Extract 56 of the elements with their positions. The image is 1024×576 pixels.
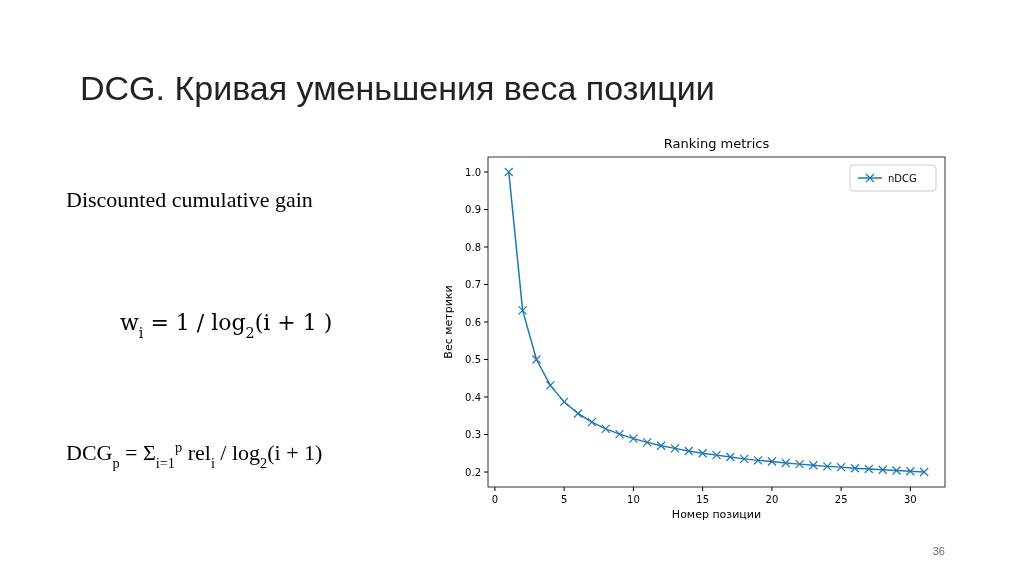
point [919,467,929,477]
point [670,443,680,453]
y-tick-label: 0.4 [465,391,481,403]
y-tick-label: 0.5 [465,354,481,365]
x-tick-label: 5 [560,494,568,505]
x-tick-label: 30 [904,494,917,505]
x-tick-label: 0 [491,494,499,505]
y-tick-label: 0.9 [465,204,481,215]
y-tick-label: 1.0 [465,166,481,178]
point [891,465,902,476]
point [781,458,791,468]
point [836,462,846,472]
y-tick-label: 0.7 [465,279,481,290]
point [808,460,819,470]
point [864,464,874,474]
point [504,167,514,177]
point [794,459,805,469]
text: 36 [932,545,945,557]
point [642,437,652,447]
x-tick-label: 15 [696,494,710,505]
point [559,397,569,407]
y-tick-label: 0.6 [465,316,481,328]
point [531,354,542,365]
point [656,441,666,451]
point [545,380,555,390]
point [518,305,528,315]
x-tick-label: 20 [765,494,779,505]
point [850,463,860,473]
point [767,456,777,467]
point [725,452,735,462]
text: w$_{i}$ = 1 / log$_{2}$(i + 1 ) [120,310,333,341]
chart-title: Ranking metrics [663,136,770,151]
y-axis-title: Вес метрики [442,285,455,359]
point [628,434,639,444]
x-axis-title: Номер позиции [671,508,762,521]
x-tick-label: 25 [834,494,848,505]
point [711,450,722,460]
point [822,461,832,471]
x-tick-label: 10 [627,494,640,505]
point [587,417,597,427]
y-tick-label: 0.8 [465,241,481,253]
point [601,424,611,434]
legend-label: nDCG [888,173,917,184]
point [753,455,763,465]
point [684,446,694,456]
point [573,408,583,419]
text: Discounted cumulative gain [66,187,313,212]
y-tick-label: 0.3 [465,429,481,440]
point [905,466,915,476]
point [739,454,749,464]
point [698,448,708,458]
y-tick-label: 0.2 [465,466,481,478]
text: DCG. Кривая уменьшения веса позиции [80,69,715,107]
point [878,465,888,475]
text: DCG$_{p}$ = Σ$_{i=1}$$^{p}$ rel$_{i}$ / log$_{2}$(i + 1) [66,439,323,471]
point [614,429,625,439]
